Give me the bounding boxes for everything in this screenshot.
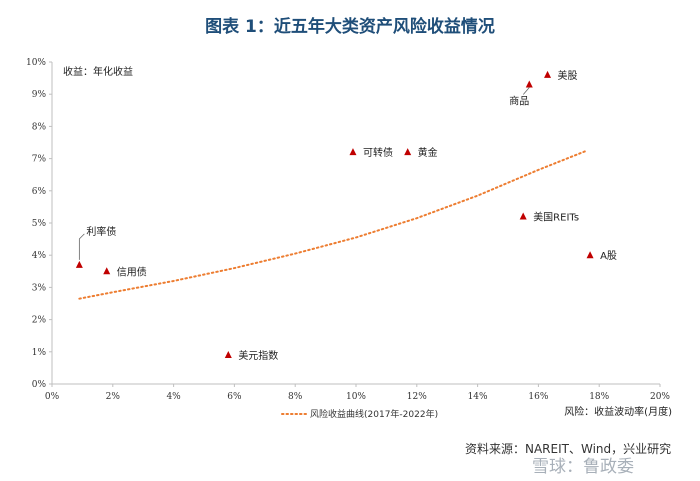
data-point-label: 美元指数 [238, 349, 278, 362]
data-point-marker [404, 148, 412, 156]
y-tick-label: 10% [26, 58, 46, 68]
data-point-marker [544, 70, 552, 78]
y-tick-label: 4% [32, 251, 47, 261]
y-tick-label: 0% [32, 380, 47, 390]
x-tick-label: 6% [227, 392, 242, 402]
label-leader-line [78, 233, 85, 260]
data-point-marker [586, 251, 594, 259]
y-tick-label: 6% [32, 187, 47, 197]
data-point-label: 利率债 [86, 225, 116, 238]
y-tick-label: 9% [32, 90, 47, 100]
y-tick-label: 3% [32, 283, 47, 293]
y-tick-label: 7% [32, 155, 47, 165]
data-point-label: 商品 [509, 95, 529, 108]
legend-label: 风险收益曲线(2017年-2022年) [310, 408, 438, 420]
x-tick-label: 8% [288, 392, 303, 402]
data-point-marker [519, 212, 527, 220]
data-point-label: 信用债 [117, 265, 147, 278]
y-axis-title: 收益：年化收益 [63, 65, 133, 78]
data-point-marker [349, 148, 357, 156]
x-axis-title: 风险：收益波动率(月度) [564, 405, 672, 418]
x-tick-label: 0% [45, 392, 60, 402]
y-tick-label: 2% [32, 316, 47, 326]
source-note: 资料来源：NAREIT、Wind，兴业研究 [465, 442, 672, 456]
y-tick-label: 8% [32, 122, 47, 132]
x-tick-label: 18% [589, 392, 609, 402]
y-tick-label: 1% [32, 348, 47, 358]
x-tick-label: 16% [528, 392, 548, 402]
x-tick-label: 10% [346, 392, 366, 402]
data-point-label: 可转债 [363, 146, 393, 159]
x-tick-label: 20% [650, 392, 670, 402]
data-point-marker [525, 80, 533, 88]
watermark: 雪球：鲁政委 [532, 457, 634, 477]
x-tick-label: 14% [468, 392, 488, 402]
y-tick-label: 5% [32, 219, 47, 229]
data-point-label: 美国REITs [533, 211, 579, 224]
data-point-marker [224, 351, 232, 359]
data-point-label: 黄金 [418, 146, 438, 159]
data-point-marker [103, 267, 111, 275]
data-point-marker [75, 260, 83, 268]
x-tick-label: 12% [407, 392, 427, 402]
x-tick-label: 2% [106, 392, 121, 402]
x-tick-label: 4% [166, 392, 181, 402]
figure-title: 图表 1：近五年大类资产风险收益情况 [205, 17, 495, 37]
label-leader-line [522, 87, 530, 95]
data-point-label: A股 [600, 250, 617, 262]
data-point-label: 美股 [558, 69, 578, 82]
risk-return-curve [78, 149, 589, 300]
